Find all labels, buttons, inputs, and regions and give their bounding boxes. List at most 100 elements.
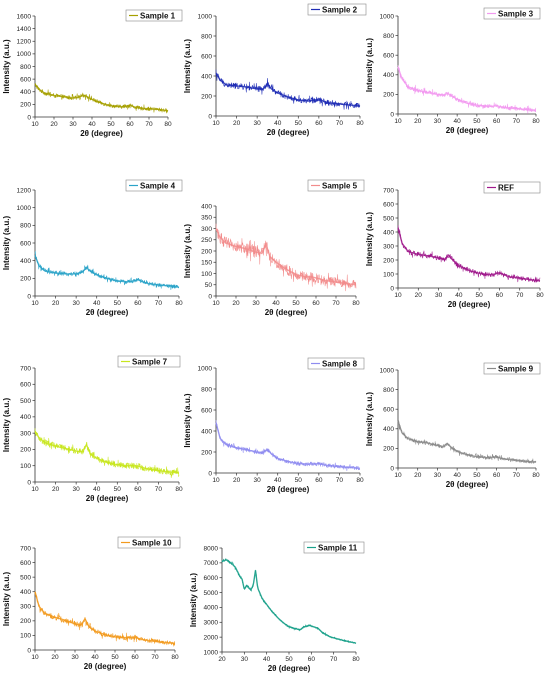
x-tick-label: 10 — [394, 292, 402, 299]
y-tick-label: 0 — [27, 647, 31, 654]
legend-entry: REF — [498, 184, 514, 193]
x-tick-label: 30 — [73, 300, 81, 307]
y-tick-label: 700 — [20, 365, 31, 372]
x-tick-label: 30 — [73, 486, 81, 493]
series-trend-line — [34, 83, 169, 112]
y-tick-label: 300 — [20, 604, 31, 611]
legend-box — [307, 3, 367, 16]
y-tick-label: 700 — [20, 545, 31, 552]
legend-box — [125, 179, 183, 192]
series-line — [215, 420, 361, 472]
x-tick-label: 40 — [454, 118, 462, 125]
x-tick-label: 20 — [415, 292, 423, 299]
legend-box — [307, 357, 365, 370]
series-trend-line — [397, 420, 537, 463]
y-tick-label: 50 — [205, 282, 213, 289]
x-tick-label: 60 — [134, 486, 142, 493]
x-tick-label: 60 — [493, 472, 501, 479]
series-trend-line — [34, 431, 180, 474]
legend-box — [483, 362, 541, 375]
x-tick-label: 40 — [93, 300, 101, 307]
chart-panel-2: 0 200 400 600 800 1000 10 20 30 40 50 60 70 80 2θ (deg… — [183, 3, 367, 137]
x-tick-label: 40 — [274, 120, 282, 127]
legend-entry: Sample 2 — [322, 6, 358, 15]
y-axis-label: Intensity (a.u.) — [2, 398, 11, 453]
y-tick-label: 800 — [201, 386, 212, 393]
x-tick-label: 40 — [93, 486, 101, 493]
y-axis-label: Intensity (a.u.) — [183, 393, 192, 448]
series-trend-line — [34, 591, 176, 645]
x-tick-label: 10 — [31, 121, 39, 128]
y-tick-label: 6000 — [204, 575, 219, 582]
x-tick-label: 20 — [51, 654, 59, 661]
x-tick-label: 70 — [513, 472, 521, 479]
legend: Sample 7 — [117, 355, 181, 368]
legend: Sample 3 — [483, 7, 541, 20]
y-tick-label: 0 — [27, 114, 31, 121]
x-tick-label: 70 — [151, 654, 159, 661]
legend-entry: Sample 4 — [140, 182, 176, 191]
x-tick-label: 70 — [516, 292, 524, 299]
legend-box — [307, 179, 365, 192]
x-tick-label: 60 — [493, 118, 501, 125]
y-tick-label: 350 — [201, 215, 212, 222]
x-tick-label: 60 — [496, 292, 504, 299]
x-tick-label: 50 — [292, 300, 300, 307]
y-tick-label: 8000 — [204, 545, 219, 552]
y-tick-label: 1000 — [198, 13, 213, 20]
y-tick-label: 0 — [27, 479, 31, 486]
x-axis-label: 2θ (degree) — [267, 485, 310, 494]
y-tick-label: 200 — [20, 276, 31, 283]
x-tick-label: 80 — [356, 477, 364, 484]
y-tick-label: 100 — [201, 271, 212, 278]
x-tick-label: 70 — [513, 118, 521, 125]
y-tick-label: 200 — [20, 447, 31, 454]
y-axis-label: Intensity (a.u.) — [365, 212, 374, 267]
x-tick-label: 70 — [336, 120, 344, 127]
y-tick-label: 0 — [390, 285, 394, 292]
y-tick-label: 600 — [383, 53, 394, 60]
x-axis-label: 2θ (degree) — [448, 300, 491, 309]
x-axis-label: 2θ (degree) — [446, 126, 489, 135]
series-trend-line — [215, 72, 361, 107]
chart-panel-4: 0 200 400 600 800 1000 1200 10 20 30 40 50 60 70 80 2θ … — [2, 179, 183, 317]
y-tick-label: 7000 — [204, 560, 219, 567]
y-tick-label: 400 — [383, 426, 394, 433]
x-tick-label: 70 — [336, 477, 344, 484]
y-tick-label: 600 — [201, 53, 212, 60]
y-tick-label: 100 — [20, 463, 31, 470]
y-tick-label: 300 — [383, 243, 394, 250]
y-tick-label: 3000 — [204, 620, 219, 627]
y-tick-label: 500 — [383, 215, 394, 222]
y-tick-label: 400 — [383, 72, 394, 79]
x-tick-label: 50 — [111, 654, 119, 661]
y-tick-label: 1400 — [17, 26, 32, 33]
x-tick-label: 80 — [164, 121, 172, 128]
y-tick-label: 200 — [383, 446, 394, 453]
chart-panel-3: 0 200 400 600 800 1000 10 20 30 40 50 60 70 80 2θ (deg… — [365, 7, 541, 135]
y-tick-label: 600 — [201, 407, 212, 414]
x-axis-label: 2θ (degree) — [265, 308, 308, 317]
legend-box — [303, 541, 365, 554]
x-tick-label: 30 — [434, 118, 442, 125]
y-tick-label: 400 — [20, 89, 31, 96]
legend: Sample 8 — [307, 357, 365, 370]
x-tick-label: 30 — [254, 120, 262, 127]
legend-entry: Sample 9 — [498, 365, 534, 374]
x-tick-label: 40 — [454, 472, 462, 479]
series-trend-line — [397, 66, 537, 111]
x-tick-label: 50 — [473, 118, 481, 125]
x-tick-label: 30 — [254, 477, 262, 484]
x-tick-label: 20 — [218, 656, 226, 663]
legend: Sample 9 — [483, 362, 541, 375]
series-line — [397, 65, 537, 114]
y-axis-label: Intensity (a.u.) — [183, 224, 192, 279]
x-axis-label: 2θ (degree) — [267, 128, 310, 137]
y-axis-label: Intensity (a.u.) — [189, 573, 198, 628]
chart-panel-8: 0 200 400 600 800 1000 10 20 30 40 50 60 70 80 2θ (deg… — [183, 357, 365, 494]
y-axis-label: Intensity (a.u.) — [2, 216, 11, 271]
legend-box — [483, 7, 541, 20]
series-trend-line — [215, 422, 361, 469]
x-tick-label: 30 — [434, 472, 442, 479]
